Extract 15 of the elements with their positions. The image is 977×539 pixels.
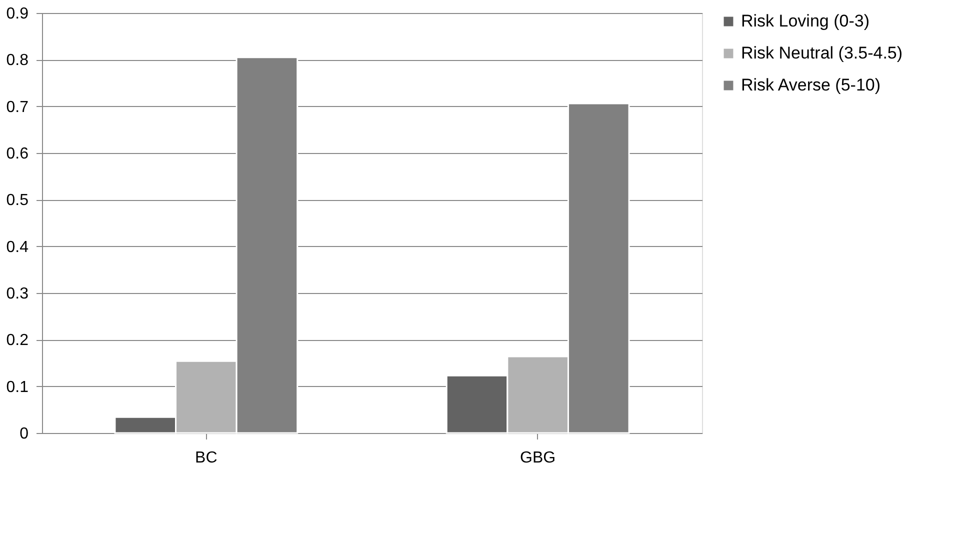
x-tick-label: BC [195, 450, 218, 466]
y-tick-label: 0.7 [6, 98, 29, 116]
y-tick-label: 0.8 [6, 52, 29, 70]
legend-label: Risk Averse (5-10) [741, 76, 881, 94]
y-tick-label: 0.5 [6, 192, 29, 210]
y-tick-label: 0.1 [6, 378, 29, 396]
y-tick-label: 0.6 [6, 146, 29, 162]
x-tick-label: GBG [520, 450, 556, 466]
y-tick-label: 0.4 [6, 238, 29, 256]
y-tick-label: 0.9 [6, 6, 29, 22]
y-tick-label: 0.2 [6, 332, 29, 350]
y-tick-label: 0 [20, 426, 29, 442]
legend-label: Risk Loving (0-3) [741, 12, 870, 30]
y-tick-label: 0.3 [6, 286, 29, 302]
legend-label: Risk Neutral (3.5-4.5) [741, 44, 903, 62]
